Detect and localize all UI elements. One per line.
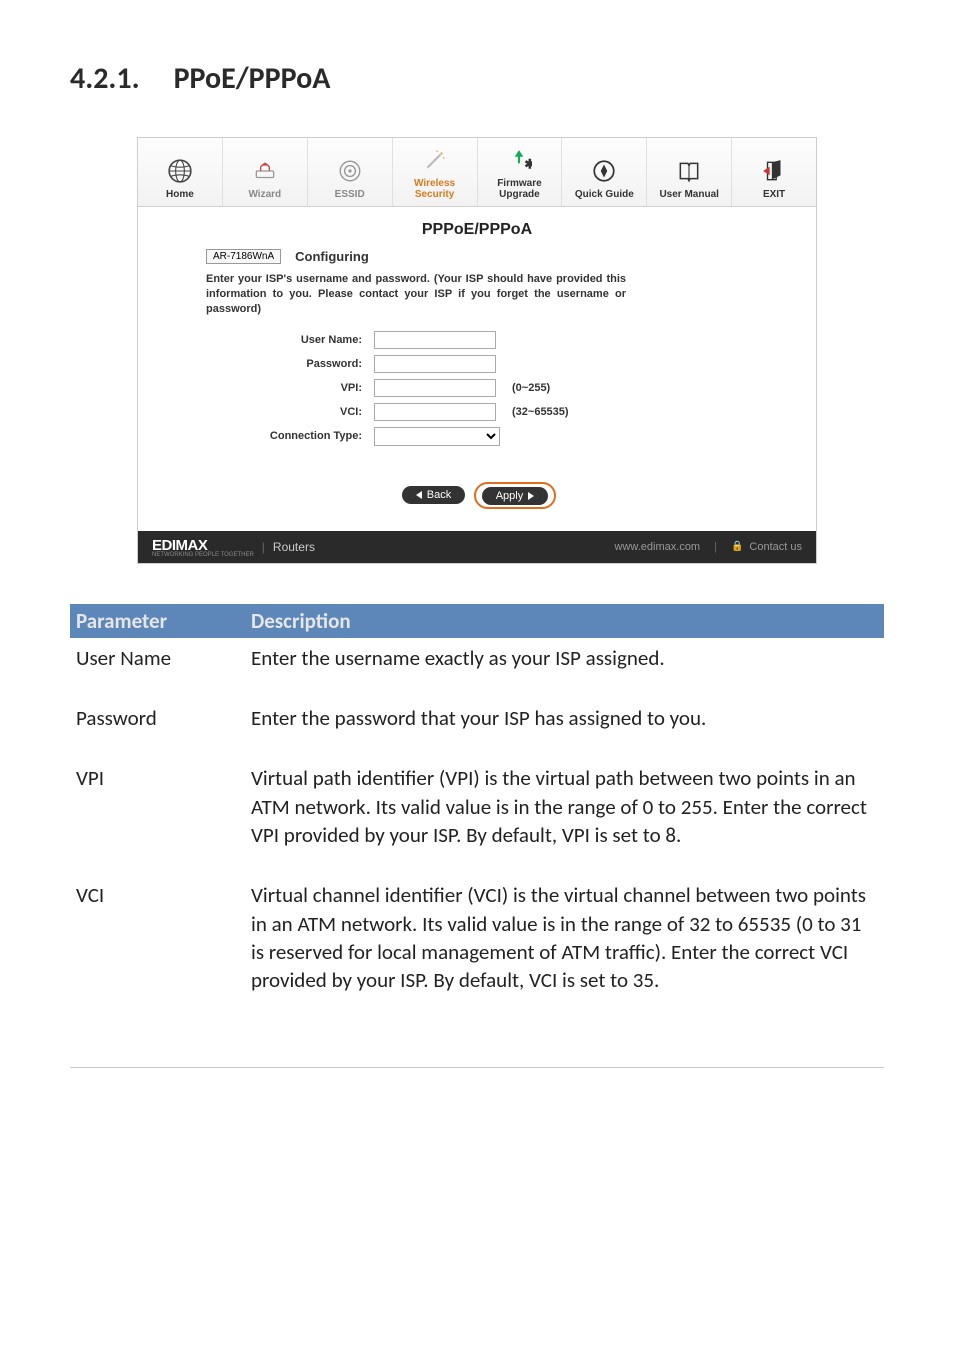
helper-text: Enter your ISP's username and password. …	[206, 272, 626, 317]
nav-wireless-security[interactable]: Wireless Security	[393, 138, 478, 206]
table-row: User Name Enter the username exactly as …	[70, 638, 884, 698]
globe-icon	[165, 157, 195, 185]
label-conntype: Connection Type:	[164, 430, 374, 442]
nav-label: EXIT	[763, 189, 785, 200]
cell-param: VCI	[70, 875, 245, 1020]
cell-desc: Virtual channel identifier (VCI) is the …	[245, 875, 884, 1020]
book-icon	[674, 157, 704, 185]
nav-label: Wireless Security	[395, 178, 475, 200]
table-row: VCI Virtual channel identifier (VCI) is …	[70, 875, 884, 1020]
brand-logo: EDIMAX	[152, 537, 207, 554]
cell-param: Password	[70, 698, 245, 758]
input-vpi[interactable]	[374, 379, 496, 397]
input-vci[interactable]	[374, 403, 496, 421]
wand-icon	[420, 146, 450, 174]
brand-tagline: NETWORKING PEOPLE TOGETHER	[152, 554, 254, 557]
apply-label: Apply	[496, 490, 524, 502]
nav-label: ESSID	[335, 189, 365, 200]
section-title-text: PPoE/PPPoA	[174, 60, 331, 97]
select-conntype[interactable]	[374, 427, 500, 446]
apply-highlight-ring: Apply	[474, 482, 557, 509]
th-parameter: Parameter	[70, 604, 245, 638]
device-row: AR-7186WnA Configuring	[206, 249, 790, 264]
back-label: Back	[427, 489, 451, 501]
compass-icon	[589, 157, 619, 185]
nav-firmware-upgrade[interactable]: ✱ Firmware Upgrade	[478, 138, 563, 206]
cell-param: User Name	[70, 638, 245, 698]
panel-title: PPPoE/PPPoA	[164, 221, 790, 239]
nav-essid[interactable]: ESSID	[308, 138, 393, 206]
cell-desc: Virtual path identifier (VPI) is the vir…	[245, 758, 884, 875]
wizard-icon	[250, 157, 280, 185]
svg-text:✱: ✱	[525, 157, 533, 172]
nav-home[interactable]: Home	[138, 138, 223, 206]
param-tbody: User Name Enter the username exactly as …	[70, 638, 884, 1021]
label-vci: VCI:	[164, 406, 374, 418]
nav-label: Home	[166, 189, 194, 200]
row-vpi: VPI: (0~255)	[164, 379, 790, 397]
row-password: Password:	[164, 355, 790, 373]
label-password: Password:	[164, 358, 374, 370]
configuring-label: Configuring	[295, 249, 369, 264]
row-username: User Name:	[164, 331, 790, 349]
triangle-left-icon	[416, 491, 422, 499]
footer-bar: EDIMAX NETWORKING PEOPLE TOGETHER | Rout…	[138, 531, 816, 563]
hint-vpi: (0~255)	[512, 382, 550, 394]
panel-body: PPPoE/PPPoA AR-7186WnA Configuring Enter…	[138, 207, 816, 531]
essid-icon	[335, 157, 365, 185]
back-button[interactable]: Back	[402, 486, 465, 504]
nav-quick-guide[interactable]: Quick Guide	[562, 138, 647, 206]
button-row: Back Apply	[164, 482, 790, 509]
nav-wizard[interactable]: Wizard	[223, 138, 308, 206]
cell-desc: Enter the password that your ISP has ass…	[245, 698, 884, 758]
row-vci: VCI: (32~65535)	[164, 403, 790, 421]
cell-desc: Enter the username exactly as your ISP a…	[245, 638, 884, 698]
separator: |	[714, 541, 717, 553]
router-config-screenshot: Home Wizard ESSID Wireless Security ✱ Fi…	[137, 137, 817, 564]
label-vpi: VPI:	[164, 382, 374, 394]
section-heading: 4.2.1. PPoE/PPPoA	[70, 60, 884, 97]
cell-param: VPI	[70, 758, 245, 875]
table-row: Password Enter the password that your IS…	[70, 698, 884, 758]
nav-label: Quick Guide	[575, 189, 634, 200]
table-row: VPI Virtual path identifier (VPI) is the…	[70, 758, 884, 875]
section-number: 4.2.1.	[70, 60, 140, 97]
separator: |	[262, 540, 265, 554]
row-conntype: Connection Type:	[164, 427, 790, 446]
footer-url[interactable]: www.edimax.com	[615, 541, 701, 553]
nav-user-manual[interactable]: User Manual	[647, 138, 732, 206]
apply-button[interactable]: Apply	[482, 487, 549, 505]
nav-bar: Home Wizard ESSID Wireless Security ✱ Fi…	[138, 138, 816, 207]
triangle-right-icon	[528, 492, 534, 500]
footer-category: Routers	[273, 540, 315, 554]
nav-label: Wizard	[248, 189, 281, 200]
label-username: User Name:	[164, 334, 374, 346]
upgrade-icon: ✱	[504, 146, 534, 174]
exit-icon	[759, 157, 789, 185]
device-name: AR-7186WnA	[206, 249, 281, 264]
footer-contact[interactable]: Contact us	[749, 541, 802, 553]
parameter-table: Parameter Description User Name Enter th…	[70, 604, 884, 1021]
input-password[interactable]	[374, 355, 496, 373]
brand-block: EDIMAX NETWORKING PEOPLE TOGETHER	[152, 537, 254, 557]
hint-vci: (32~65535)	[512, 406, 569, 418]
footer-right: www.edimax.com | 🔒 Contact us	[615, 541, 802, 553]
nav-exit[interactable]: EXIT	[732, 138, 816, 206]
page-bottom-rule	[70, 1067, 884, 1068]
lock-icon: 🔒	[731, 541, 743, 552]
nav-label: Firmware Upgrade	[480, 178, 560, 200]
nav-label: User Manual	[659, 189, 718, 200]
th-description: Description	[245, 604, 884, 638]
input-username[interactable]	[374, 331, 496, 349]
